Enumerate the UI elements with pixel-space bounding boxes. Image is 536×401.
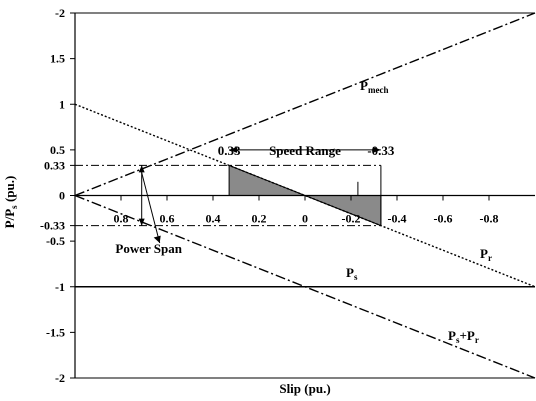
y-tick-label: -2 (55, 6, 65, 20)
series-line-3 (74, 194, 536, 379)
series-lines (74, 12, 536, 379)
y-tick-label: 1.5 (50, 52, 65, 66)
x-tick-label: -0.4 (388, 212, 407, 226)
series-label-0: Pmech (360, 78, 388, 95)
reference-lines (75, 164, 381, 227)
tick-labels: -21.510.50.330-0.33-0.5-1-1.5-20.8 0.6 0.4… (40, 6, 499, 385)
annotations: Pmech Pr Ps Ps+Pr Speed Range 0.33 -0.33 Power … (115, 78, 492, 345)
axes (70, 12, 535, 379)
shaded-area-positive (228, 164, 306, 196)
speed-range-arrowhead-right (372, 146, 381, 153)
speed-range-label: Speed Range (269, 143, 341, 158)
y-tick-label: -0.5 (46, 234, 65, 248)
y-tick-label: -0.33 (40, 219, 65, 233)
y-tick-label: -1 (55, 280, 65, 294)
y-tick-label: -1.5 (46, 325, 65, 339)
y-tick-label: 0.33 (44, 158, 65, 172)
x-tick-label: -0.6 (434, 212, 453, 226)
series-label-2: Ps (346, 265, 358, 282)
power-span-leader (141, 172, 161, 244)
power-span-label: Power Span (115, 241, 182, 256)
series-label-3: Ps+Pr (448, 328, 479, 345)
series-line-0 (74, 12, 536, 197)
speed-range-end-label: -0.33 (367, 143, 395, 158)
x-tick-label: -0.2 (342, 212, 361, 226)
x-tick-label: -0.8 (480, 212, 499, 226)
power-span-arrowhead-bottom (138, 218, 145, 226)
x-tick-label: 0.4 (206, 212, 221, 226)
x-tick-label: 0.6 (160, 212, 175, 226)
series-label-1: Pr (480, 246, 492, 263)
y-axis-label: P/Ps (pu.) (2, 176, 19, 229)
y-tick-label: 0 (59, 189, 65, 203)
y-tick-label: 0.5 (50, 143, 65, 157)
x-axis-label: Slip (pu.) (279, 381, 330, 396)
power-span-arrowhead-top (138, 165, 145, 173)
series-line-1 (74, 103, 536, 288)
x-tick-label: 0.8 (114, 212, 129, 226)
x-tick-label: 0.2 (252, 212, 267, 226)
y-tick-label: -2 (55, 371, 65, 385)
power-span-leader-arrowhead (153, 235, 161, 243)
x-tick-label: 0 (302, 212, 308, 226)
speed-range-arrowhead-left (229, 146, 238, 153)
speed-range-start-label: 0.33 (218, 143, 241, 158)
y-tick-label: 1 (59, 97, 65, 111)
